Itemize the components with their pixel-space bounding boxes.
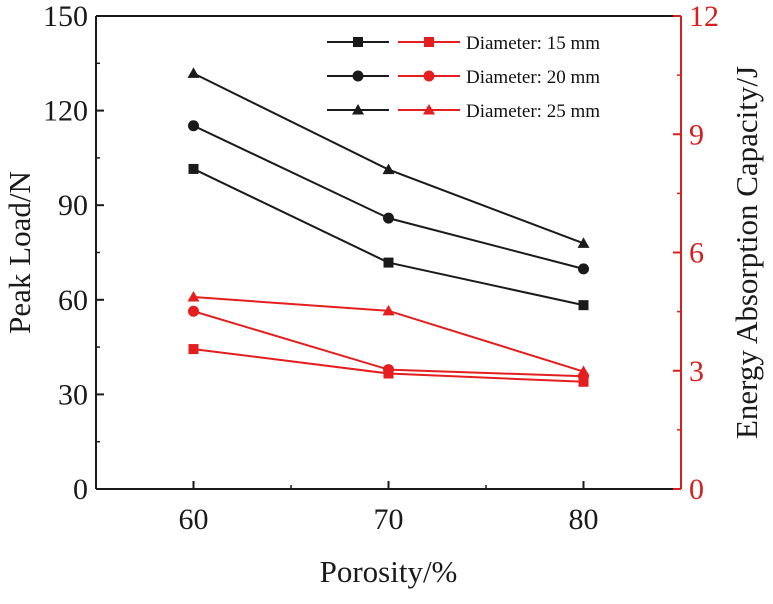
y-tick-label: 30 xyxy=(58,378,88,411)
marker-circle xyxy=(352,70,364,82)
legend-label: Diameter: 20 mm xyxy=(466,67,600,88)
y-tick-label: 120 xyxy=(43,95,88,128)
marker-square xyxy=(424,37,434,47)
marker-triangle xyxy=(382,304,395,316)
energy-series-3 xyxy=(187,291,590,377)
y-tick-label: 60 xyxy=(58,284,88,317)
marker-triangle xyxy=(382,163,395,175)
marker-circle xyxy=(578,263,589,275)
marker-circle xyxy=(423,70,435,82)
legend-label: Diameter: 15 mm xyxy=(466,33,600,54)
marker-square xyxy=(353,37,363,47)
marker-triangle xyxy=(423,104,435,115)
marker-circle xyxy=(188,120,199,132)
marker-square xyxy=(188,163,199,174)
axes-layer: 60 70 80 0 30 60 90 120 150 0 3 6 9 12 xyxy=(43,0,719,536)
marker-triangle xyxy=(187,291,200,302)
y2-tick-label: 12 xyxy=(689,0,719,33)
marker-square xyxy=(188,344,199,355)
legend-entry-3: Diameter: 25 mm xyxy=(327,101,600,122)
y-axis-title: Peak Load/N xyxy=(2,171,37,334)
y2-tick-label: 9 xyxy=(689,118,704,151)
legend-entry-2: Diameter: 20 mm xyxy=(327,67,600,88)
marker-triangle xyxy=(352,104,364,115)
y2-tick-label: 6 xyxy=(689,237,704,270)
marker-circle xyxy=(188,305,199,317)
legend-entry-1: Diameter: 15 mm xyxy=(327,33,600,54)
peak-load-series-1 xyxy=(188,163,589,311)
peak-load-series-2 xyxy=(188,120,589,275)
x-axis-title: Porosity/% xyxy=(320,554,458,589)
y2-axis-title: Energy Absorption Capacity/J xyxy=(729,66,764,439)
marker-triangle xyxy=(187,67,200,78)
legend-label: Diameter: 25 mm xyxy=(466,101,600,122)
y-tick-label: 150 xyxy=(43,0,88,33)
energy-series-2 xyxy=(188,305,589,382)
legend: Diameter: 15 mm Diameter: 20 mm Diameter: … xyxy=(327,33,600,122)
series-layer xyxy=(187,67,590,387)
marker-circle xyxy=(383,364,394,376)
x-tick-label: 70 xyxy=(374,503,404,536)
x-tick-label: 60 xyxy=(179,503,209,536)
x-tick-label: 80 xyxy=(569,503,599,536)
y-tick-label: 0 xyxy=(73,473,88,506)
marker-triangle xyxy=(577,237,590,248)
axis-titles: Porosity/% Peak Load/N Energy Absorption… xyxy=(2,66,764,589)
marker-circle xyxy=(383,212,394,224)
peak-load-series-3 xyxy=(187,67,590,248)
marker-square xyxy=(578,376,589,387)
y2-tick-label: 3 xyxy=(689,355,704,388)
y-tick-label: 90 xyxy=(58,189,88,222)
marker-triangle xyxy=(577,365,590,377)
y2-tick-label: 0 xyxy=(689,473,704,506)
marker-square xyxy=(578,300,589,311)
marker-square xyxy=(383,257,394,268)
